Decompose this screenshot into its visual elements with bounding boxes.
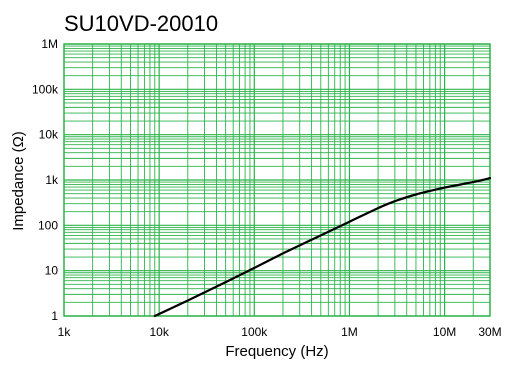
y-tick-label: 1 bbox=[51, 309, 58, 323]
grid bbox=[63, 43, 491, 317]
y-tick-label: 10k bbox=[39, 128, 59, 142]
x-tick-label: 10M bbox=[433, 325, 456, 339]
x-tick-label: 1M bbox=[341, 325, 358, 339]
y-axis-label: Impedance (Ω) bbox=[10, 131, 27, 231]
tick-labels: 1k 10k 100k 1M 10M 30M 1 10 100 1k 10k 100k 1M bbox=[32, 37, 502, 339]
chart-title: SU10VD-20010 bbox=[64, 11, 218, 36]
x-tick-label: 30M bbox=[478, 325, 501, 339]
x-tick-label: 10k bbox=[149, 325, 169, 339]
impedance-curve bbox=[153, 177, 492, 318]
x-tick-label: 100k bbox=[241, 325, 268, 339]
x-axis-label: Frequency (Hz) bbox=[225, 343, 328, 360]
x-tick-label: 1k bbox=[58, 325, 72, 339]
plot-frame bbox=[63, 43, 491, 317]
y-tick-label: 100 bbox=[38, 218, 58, 232]
y-tick-label: 1M bbox=[41, 37, 58, 51]
y-tick-label: 100k bbox=[32, 82, 59, 96]
y-tick-label: 10 bbox=[45, 264, 59, 278]
y-tick-label: 1k bbox=[45, 173, 59, 187]
